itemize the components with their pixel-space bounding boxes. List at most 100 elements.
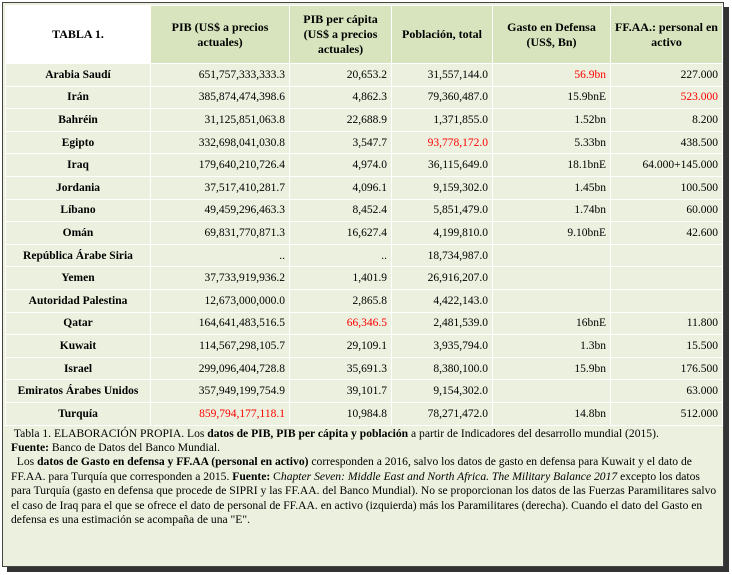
cell: 16,627.4 xyxy=(289,221,392,245)
table-row: Turquía 859,794,177,118.1 10,984.8 78,271,4… xyxy=(5,401,723,426)
cell: 9,159,302.0 xyxy=(391,175,493,200)
row-label: Turquía xyxy=(5,401,151,426)
cell xyxy=(492,379,611,403)
cell: 37,517,410,281.7 xyxy=(150,175,290,200)
cell: 79,360,487.0 xyxy=(391,85,493,110)
cell: 64.000+145.000 xyxy=(610,153,723,177)
cell: 438.500 xyxy=(610,130,723,155)
cell: 12,673,000,000.0 xyxy=(150,288,290,313)
table-row: Israel 299,096,404,728.8 35,691.3 8,380,100… xyxy=(5,356,723,381)
cell: 66,346.5 xyxy=(289,311,392,336)
cell: 15.9bnE xyxy=(492,85,611,110)
row-label: Emiratos Árabes Unidos xyxy=(5,379,151,403)
cell: 16bnE xyxy=(492,311,611,336)
document: TABLA 1. PIB (US$ a precios actuales) PIB … xyxy=(2,2,724,567)
cell: 18.1bnE xyxy=(492,153,611,177)
cell: 35,691.3 xyxy=(289,356,392,381)
header-cell: PIB per cápita (US$ a precios actuales) xyxy=(289,5,392,64)
row-label: Yemen xyxy=(5,266,151,290)
row-label: Bahréin xyxy=(5,108,151,132)
header-cell: FF.AA.: personal en activo xyxy=(610,5,723,64)
cell: 1,371,855.0 xyxy=(391,108,493,132)
text: datos de Gasto en defensa y FF.AA (perso… xyxy=(37,455,309,469)
table-row: Iraq 179,640,210,726.4 4,974.0 36,115,649.0… xyxy=(5,153,723,177)
row-label: Omán xyxy=(5,221,151,245)
cell: 523.000 xyxy=(610,85,723,110)
cell: 10,984.8 xyxy=(289,401,392,426)
cell: 42.600 xyxy=(610,221,723,245)
header-cell: Población, total xyxy=(391,5,493,64)
cell: 512.000 xyxy=(610,401,723,426)
cell: .. xyxy=(150,243,290,268)
table-row: Jordania 37,517,410,281.7 4,096.1 9,159,302… xyxy=(5,175,723,200)
data-table: TABLA 1. PIB (US$ a precios actuales) PIB … xyxy=(5,5,723,426)
cell: 4,862.3 xyxy=(289,85,392,110)
text: excepto los datos para Turquía (gasto en… xyxy=(11,469,717,526)
table-row: Emiratos Árabes Unidos 357,949,199,754.9 3… xyxy=(5,379,723,403)
cell xyxy=(492,266,611,290)
cell: 332,698,041,030.8 xyxy=(150,130,290,155)
text: Fuente: xyxy=(11,440,49,454)
cell: 9.10bnE xyxy=(492,221,611,245)
table-row: República Árabe Siria.... 18,734,987.0 xyxy=(5,243,723,268)
cell: 63.000 xyxy=(610,379,723,403)
cell: 39,101.7 xyxy=(289,379,392,403)
table-row: Qatar 164,641,483,516.5 66,346.5 2,481,539.… xyxy=(5,311,723,336)
text: Banco de Datos del Banco Mundial. xyxy=(49,440,220,454)
row-label: Irán xyxy=(5,85,151,110)
cell: 179,640,210,726.4 xyxy=(150,153,290,177)
row-label: Kuwait xyxy=(5,334,151,358)
cell: 176.500 xyxy=(610,356,723,381)
cell: 4,422,143.0 xyxy=(391,288,493,313)
cell: 299,096,404,728.8 xyxy=(150,356,290,381)
table-row: Autoridad Palestina 12,673,000,000.0 2,865… xyxy=(5,288,723,313)
cell xyxy=(610,243,723,268)
header-row: TABLA 1. PIB (US$ a precios actuales) PIB … xyxy=(5,5,723,64)
cell: 37,733,919,936.2 xyxy=(150,266,290,290)
table-row: Bahréin 31,125,851,063.8 22,688.9 1,371,855… xyxy=(5,108,723,132)
cell xyxy=(492,288,611,313)
text: hapter Seven: Middle East and North Afri… xyxy=(280,469,618,483)
cell: 859,794,177,118.1 xyxy=(150,401,290,426)
table-row: Egipto 332,698,041,030.8 3,547.7 93,778,172… xyxy=(5,130,723,155)
row-label: Israel xyxy=(5,356,151,381)
cell xyxy=(610,266,723,290)
row-label: Líbano xyxy=(5,198,151,223)
text: C xyxy=(270,469,281,483)
cell: 1.74bn xyxy=(492,198,611,223)
table-row: Irán 385,874,474,398.6 4,862.3 79,360,487.0… xyxy=(5,85,723,110)
cell: 651,757,333,333.3 xyxy=(150,63,290,87)
text: datos de PIB, PIB per cápita y población xyxy=(207,426,409,440)
cell: 385,874,474,398.6 xyxy=(150,85,290,110)
header-cell: Gasto en Defensa (US$, Bn) xyxy=(492,5,611,64)
table-row: Omán 69,831,770,871.3 16,627.4 4,199,810.0 9… xyxy=(5,221,723,245)
row-label: Iraq xyxy=(5,153,151,177)
cell: 4,199,810.0 xyxy=(391,221,493,245)
cell: 56.9bn xyxy=(492,63,611,87)
footnote-paragraph: Los datos de Gasto en defensa y FF.AA (p… xyxy=(11,455,717,527)
footnote-paragraph: Fuente: Banco de Datos del Banco Mundial… xyxy=(11,441,717,455)
cell: 36,115,649.0 xyxy=(391,153,493,177)
text: Los xyxy=(16,455,38,469)
text: Fuente: xyxy=(232,469,271,483)
cell: 114,567,298,105.7 xyxy=(150,334,290,358)
footnote-paragraph: Tabla 1. ELABORACIÓN PROPIA. Los datos d… xyxy=(11,427,717,441)
cell xyxy=(610,288,723,313)
cell: 8,380,100.0 xyxy=(391,356,493,381)
row-label: República Árabe Siria xyxy=(5,243,151,268)
cell: 357,949,199,754.9 xyxy=(150,379,290,403)
cell: 1.52bn xyxy=(492,108,611,132)
header-cell: PIB (US$ a precios actuales) xyxy=(150,5,290,64)
cell: 93,778,172.0 xyxy=(391,130,493,155)
cell: 49,459,296,463.3 xyxy=(150,198,290,223)
cell: 8.200 xyxy=(610,108,723,132)
cell: 9,154,302.0 xyxy=(391,379,493,403)
cell: 26,916,207.0 xyxy=(391,266,493,290)
cell: 60.000 xyxy=(610,198,723,223)
text: corresponden a 2016, salvo los datos de … xyxy=(11,455,692,483)
cell: 3,935,794.0 xyxy=(391,334,493,358)
row-label: Autoridad Palestina xyxy=(5,288,151,313)
cell: 1.3bn xyxy=(492,334,611,358)
row-label: Arabia Saudí xyxy=(5,63,151,87)
cell xyxy=(492,243,611,268)
